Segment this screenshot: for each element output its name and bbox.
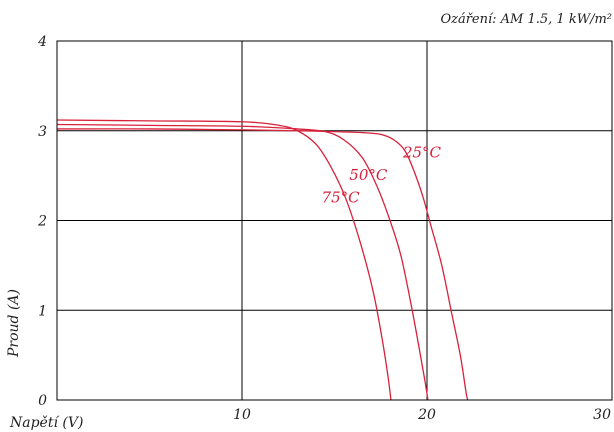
y-tick-label-0: 0 [38,393,47,409]
series-layer [56,119,469,401]
series-line-50C [56,123,429,401]
grid-layer [57,41,612,400]
plot-frame [56,40,613,401]
y-axis-label: Proud (A) [6,289,22,358]
series-label-75C: 75°C [322,189,361,207]
y-tick-label-2: 2 [37,214,47,230]
tick-label-layer: 10 20 30 0 1 2 3 4 [37,34,611,423]
x-tick-label-10: 10 [233,407,251,423]
x-tick-label-20: 20 [417,407,436,423]
y-tick-label-4: 4 [37,34,47,50]
y-tick-label-1: 1 [38,303,47,319]
curve-label-layer: 25°C 50°C 75°C [322,144,442,207]
series-line-25C [56,128,469,401]
x-axis-label: Napětí (V) [9,415,83,431]
series-label-25C: 25°C [402,144,442,162]
series-line-75C [56,119,392,401]
condition-note: Ozáření: AM 1.5, 1 kW/m² [440,12,612,27]
series-label-50C: 50°C [349,166,388,184]
x-tick-label-30: 30 [593,407,611,423]
y-tick-label-3: 3 [38,124,47,140]
